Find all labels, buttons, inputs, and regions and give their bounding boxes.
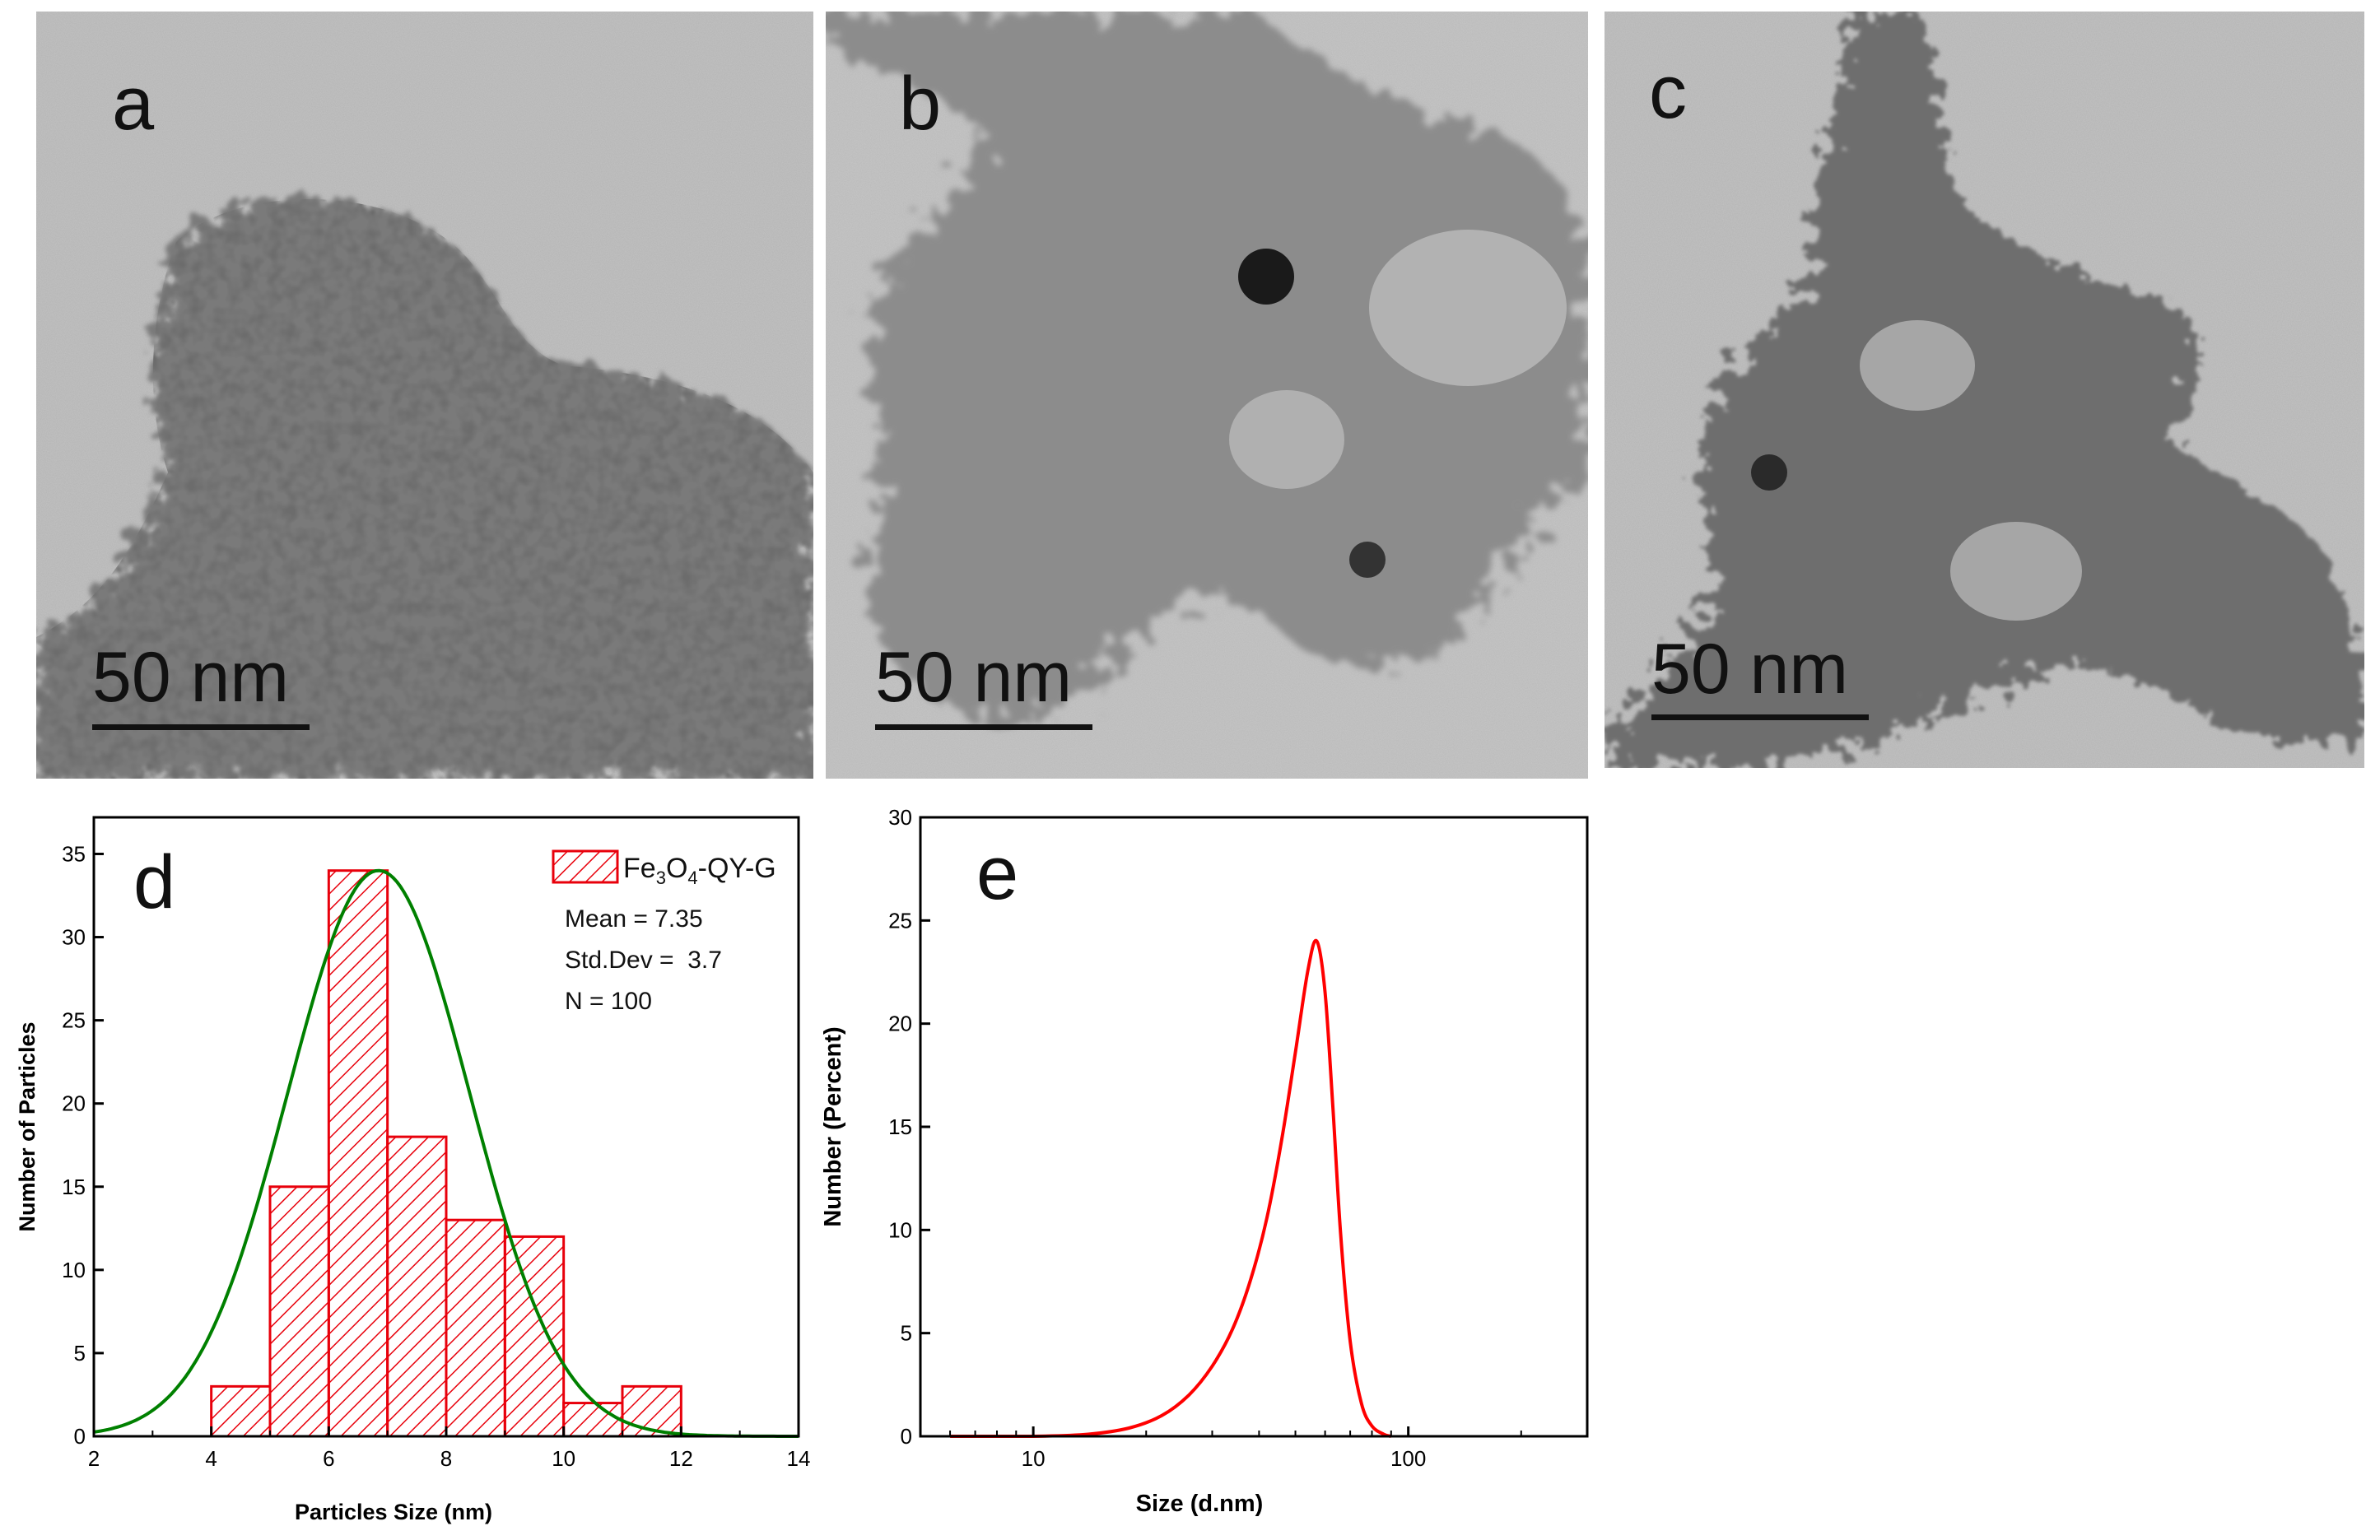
tem-micrograph-c — [1605, 12, 2364, 768]
scale-bar-label-c: 50 nm — [1651, 630, 1849, 709]
x-tick-label-d: 2 — [88, 1446, 100, 1471]
legend-swatch-d — [552, 849, 619, 884]
y-tick-label-e: 15 — [888, 1114, 912, 1139]
dark-particle — [1238, 249, 1294, 305]
histogram-bar — [562, 1402, 624, 1438]
y-axis-label-d: Number of Particles — [15, 1021, 40, 1231]
panel-label-b: b — [899, 62, 942, 146]
y-tick-label-d: 0 — [74, 1424, 86, 1449]
x-tick-label-e: 10 — [1022, 1446, 1046, 1471]
y-tick-label-e: 25 — [888, 908, 912, 933]
legend-entry-d: Fe3O4-QY-G — [623, 853, 776, 888]
plot-frame-e — [919, 816, 1589, 1438]
x-tick-label-d: 6 — [323, 1446, 334, 1471]
y-tick-label-e: 0 — [901, 1424, 912, 1449]
histogram-bar — [445, 1218, 506, 1438]
y-tick-label-d: 25 — [62, 1008, 86, 1033]
y-tick-label-d: 15 — [62, 1175, 86, 1199]
scale-bar-label-b: 50 nm — [875, 638, 1073, 717]
y-tick-label-e: 10 — [888, 1217, 912, 1242]
scale-bar-label-a: 50 nm — [92, 638, 290, 717]
legend-stat-n: N = 100 — [565, 988, 652, 1015]
histogram-bar — [327, 869, 389, 1438]
x-axis-label-e: Size (d.nm) — [1136, 1491, 1264, 1517]
y-tick-label-e: 5 — [901, 1321, 912, 1346]
y-tick-label-d: 35 — [62, 841, 86, 866]
scale-bar-c — [1651, 714, 1869, 720]
x-tick-label-d: 10 — [552, 1446, 575, 1471]
histogram-bar — [503, 1235, 566, 1438]
x-tick-label-d: 4 — [205, 1446, 217, 1471]
y-tick-label-d: 5 — [74, 1341, 86, 1366]
chart-d-histogram: 2 4 6 8 10 12 14 0 5 10 15 20 25 30 35 d Particles Siz… — [15, 816, 811, 1524]
y-tick-label-d: 20 — [62, 1091, 86, 1116]
x-axis-label-d: Particles Size (nm) — [295, 1500, 492, 1524]
scale-bar-a — [92, 724, 310, 730]
panel-label-c: c — [1649, 50, 1687, 134]
panel-label-e: e — [976, 831, 1018, 915]
tem-image-b — [826, 12, 1588, 779]
x-tick-label-d: 8 — [440, 1446, 452, 1471]
x-tick-label-d: 12 — [669, 1446, 693, 1471]
tem-micrograph-b — [826, 12, 1588, 779]
tem-image-c — [1605, 12, 2364, 768]
y-tick-label-d: 30 — [62, 925, 86, 950]
y-tick-label-d: 10 — [62, 1258, 86, 1282]
histogram-bar — [210, 1384, 272, 1438]
panel-label-d: d — [133, 840, 175, 924]
y-tick-label-e: 30 — [888, 805, 912, 830]
histogram-bar — [386, 1135, 448, 1438]
dls-size-distribution-line — [950, 938, 1392, 1438]
y-tick-label-e: 20 — [888, 1012, 912, 1036]
tem-micrograph-a — [36, 12, 813, 779]
tem-image-a — [36, 12, 813, 779]
panel-label-a: a — [112, 62, 155, 146]
x-tick-label-e: 100 — [1390, 1446, 1426, 1471]
histogram-bar — [268, 1185, 330, 1438]
scale-bar-b — [875, 724, 1092, 730]
legend-stat-mean: Mean = 7.35 — [565, 905, 703, 933]
legend-stat-stddev: Std.Dev = 3.7 — [565, 947, 722, 974]
x-tick-label-d: 14 — [787, 1446, 811, 1471]
